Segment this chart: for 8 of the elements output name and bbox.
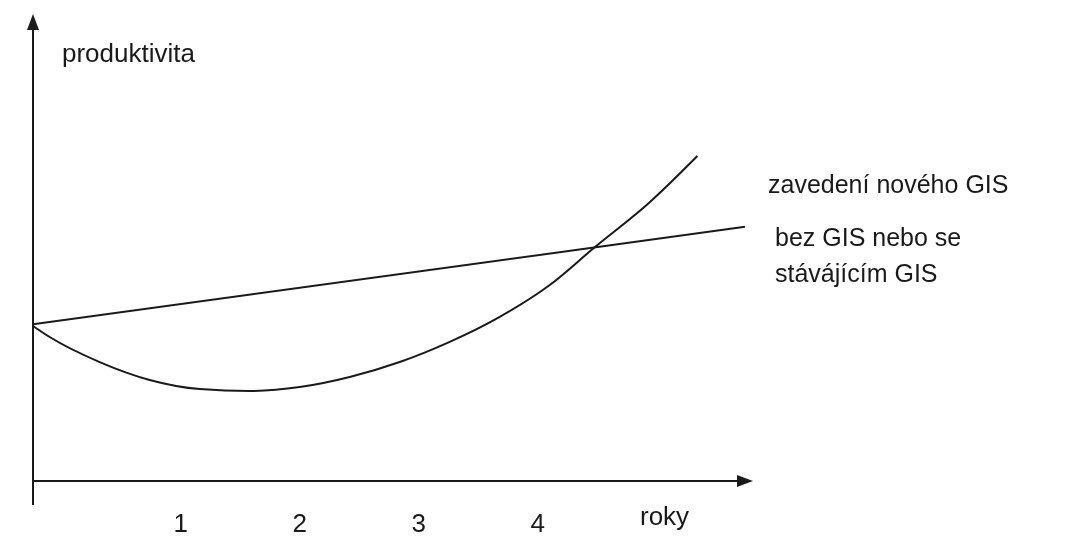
text: zavedení nového GIS <box>768 170 1009 198</box>
x-tick-label: 3 <box>411 508 426 538</box>
y-axis-title: produktivita <box>62 38 196 68</box>
x-tick-label: 4 <box>530 508 546 538</box>
x-tick-label: 1 <box>173 508 188 538</box>
x-tick-label: 2 <box>292 508 307 538</box>
x-axis-title: roky <box>640 501 690 531</box>
series-label: bez GIS nebo se stávájícím GIS <box>775 223 962 287</box>
